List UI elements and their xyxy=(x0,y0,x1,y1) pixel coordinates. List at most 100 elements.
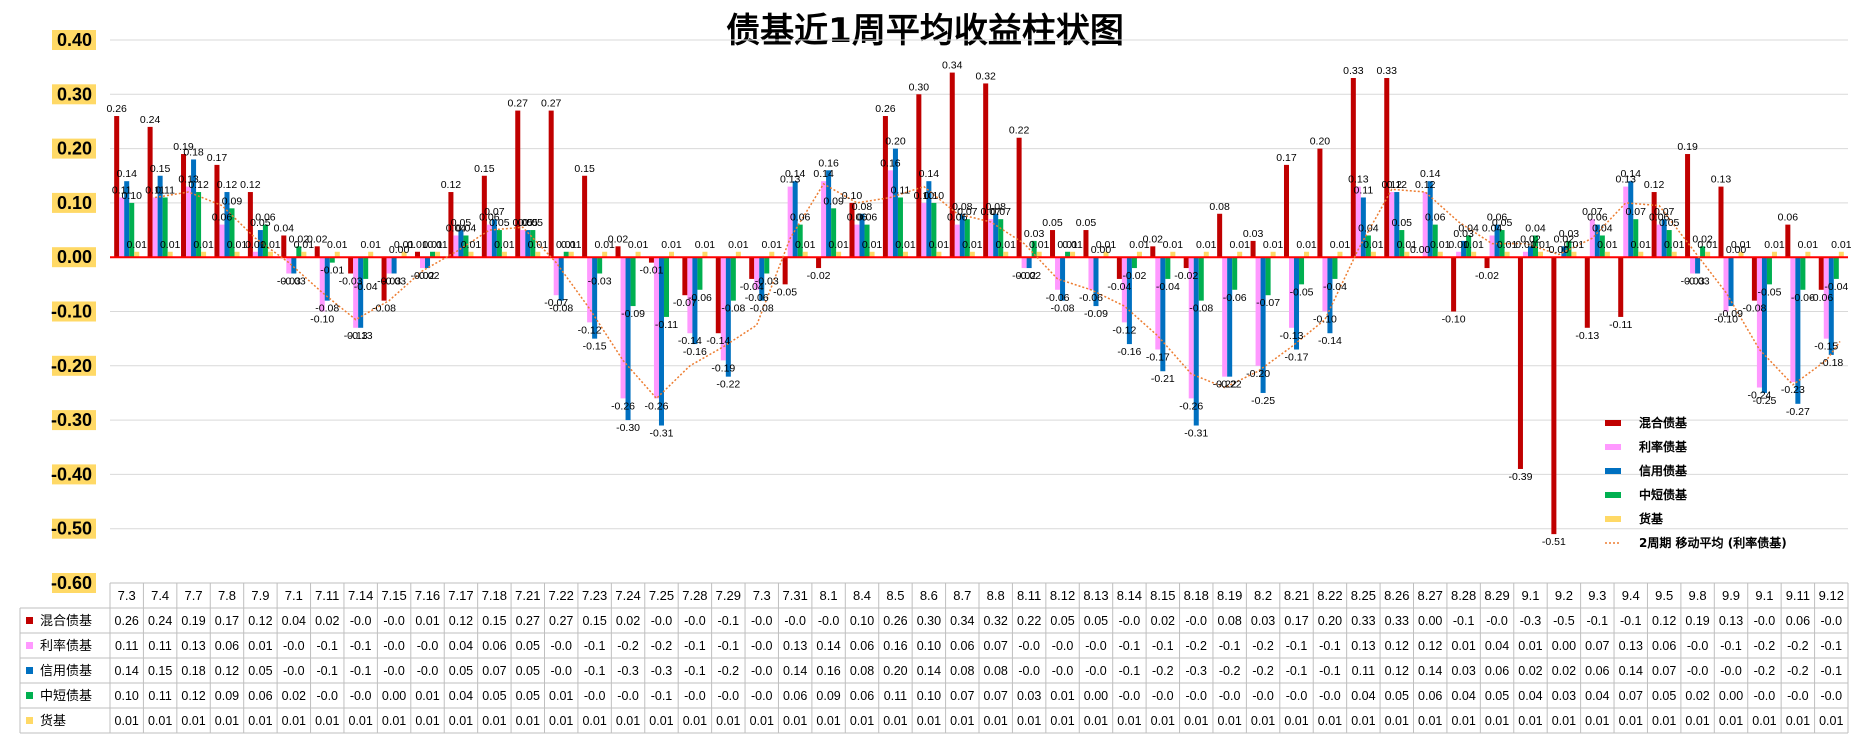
table-cell: 0.01 xyxy=(1418,714,1442,728)
table-cell: -0.1 xyxy=(1453,614,1475,628)
bar xyxy=(1355,186,1361,258)
data-label: -0.04 xyxy=(1156,281,1180,293)
table-cell: -0.0 xyxy=(1219,689,1241,703)
bar xyxy=(1036,251,1042,258)
bar xyxy=(754,257,760,290)
table-cell: 0.02 xyxy=(616,614,640,628)
table-cell: 0.14 xyxy=(783,664,807,678)
data-label: 0.00 xyxy=(1549,244,1570,256)
data-label: 0.01 xyxy=(1764,239,1785,251)
bar xyxy=(162,197,168,258)
bar xyxy=(1270,251,1276,258)
table-cell: 0.04 xyxy=(449,639,473,653)
data-label: 0.01 xyxy=(227,239,248,251)
data-label: -0.04 xyxy=(1107,281,1131,293)
data-label: -0.21 xyxy=(1151,373,1175,385)
table-cell: 0.06 xyxy=(482,639,506,653)
bar xyxy=(453,235,459,258)
table-cell: 0.06 xyxy=(1418,689,1442,703)
data-label: -0.14 xyxy=(706,335,730,347)
data-label: 0.01 xyxy=(160,239,181,251)
table-cell: 0.05 xyxy=(1084,614,1108,628)
bar xyxy=(1160,257,1166,372)
row-legend-key xyxy=(26,717,33,724)
y-tick-label: -0.20 xyxy=(51,356,92,376)
bar xyxy=(157,175,163,258)
bar xyxy=(1283,164,1289,258)
bar xyxy=(1517,257,1523,469)
data-label: 0.11 xyxy=(155,184,175,196)
table-cell: -0.0 xyxy=(1821,689,1843,703)
data-label: -0.06 xyxy=(1809,292,1833,304)
data-label: -0.12 xyxy=(578,324,602,336)
table-cell: 0.01 xyxy=(1151,714,1175,728)
table-cell: -0.0 xyxy=(1018,664,1040,678)
data-label: 0.01 xyxy=(1497,239,1518,251)
bar xyxy=(425,257,431,269)
y-tick-highlight xyxy=(52,30,96,50)
category-label: 8.8 xyxy=(987,588,1005,603)
table-cell: 0.07 xyxy=(1652,664,1676,678)
bar xyxy=(597,257,603,274)
data-label: -0.03 xyxy=(277,275,301,287)
table-cell: -0.1 xyxy=(1587,614,1609,628)
data-label: 0.01 xyxy=(193,239,214,251)
bar xyxy=(1103,251,1109,258)
table-cell: 0.01 xyxy=(917,714,941,728)
table-cell: 0.02 xyxy=(1685,689,1709,703)
data-label: 0.02 xyxy=(289,233,310,245)
table-cell: 0.06 xyxy=(215,639,239,653)
bar xyxy=(1494,224,1500,258)
data-label: 0.01 xyxy=(1448,239,1469,251)
data-label: -0.03 xyxy=(755,275,779,287)
bar xyxy=(1666,230,1672,258)
bar xyxy=(902,251,908,258)
data-label: -0.31 xyxy=(1184,428,1208,440)
category-label: 8.13 xyxy=(1083,588,1108,603)
data-label: 0.13 xyxy=(1616,174,1637,186)
table-cell: -0.1 xyxy=(1152,639,1174,653)
category-label: 9.8 xyxy=(1689,588,1707,603)
bar xyxy=(1227,257,1233,377)
table-cell: 0.26 xyxy=(115,614,139,628)
table-cell: -0.1 xyxy=(1219,639,1241,653)
bar xyxy=(1795,257,1801,404)
table-cell: 0.05 xyxy=(482,689,506,703)
data-label: 0.01 xyxy=(461,239,482,251)
category-label: 9.3 xyxy=(1588,588,1606,603)
table-cell: 0.08 xyxy=(950,664,974,678)
data-label: -0.08 xyxy=(721,303,745,315)
table-cell: -0.0 xyxy=(1252,689,1274,703)
table-cell: 0.01 xyxy=(683,714,707,728)
table-cell: -0.0 xyxy=(383,639,405,653)
table-cell: 0.03 xyxy=(1251,614,1275,628)
data-label: 0.16 xyxy=(880,157,901,169)
bar xyxy=(864,224,870,258)
bar xyxy=(1384,78,1390,258)
category-label: 9.2 xyxy=(1555,588,1573,603)
table-cell: 0.01 xyxy=(1786,714,1810,728)
legend-label: 中短债基 xyxy=(1639,487,1688,502)
bar xyxy=(1656,224,1662,258)
table-cell: 0.30 xyxy=(917,614,941,628)
table-cell: 0.18 xyxy=(181,664,205,678)
data-label: 0.01 xyxy=(1263,239,1284,251)
table-cell: -0.0 xyxy=(1286,689,1308,703)
data-label: 0.05 xyxy=(1076,217,1097,229)
table-cell: 0.06 xyxy=(1585,664,1609,678)
data-label: 0.01 xyxy=(1129,239,1150,251)
bar xyxy=(1193,257,1199,426)
bar xyxy=(324,257,330,301)
table-cell: 0.01 xyxy=(215,714,239,728)
table-cell: 0.01 xyxy=(716,714,740,728)
category-label: 7.15 xyxy=(381,588,406,603)
table-cell: -0.0 xyxy=(617,689,639,703)
table-cell: -0.1 xyxy=(584,664,606,678)
table-cell: 0.01 xyxy=(1685,714,1709,728)
bar xyxy=(1761,257,1767,393)
bar xyxy=(1322,257,1328,312)
bar xyxy=(386,257,392,274)
bar xyxy=(1083,230,1089,258)
table-cell: -0.1 xyxy=(718,639,740,653)
data-label: -0.07 xyxy=(544,297,568,309)
